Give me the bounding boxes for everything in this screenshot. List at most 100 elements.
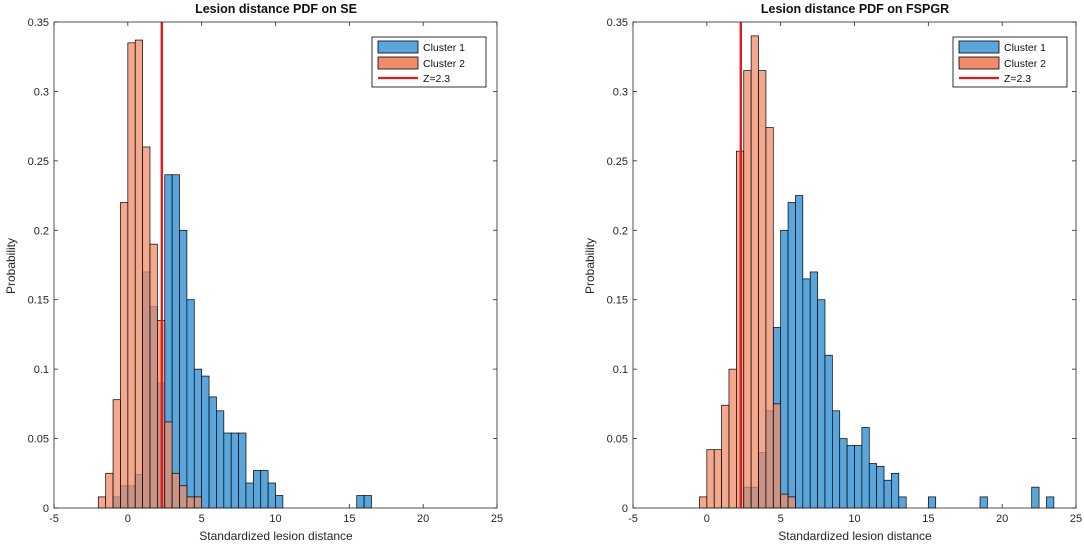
histogram-bar <box>927 496 937 509</box>
series-cluster-1 <box>743 195 1055 509</box>
histogram-bar <box>699 496 708 509</box>
y-tick-label: 0.3 <box>613 86 628 98</box>
x-tick-label: 5 <box>778 513 784 525</box>
x-tick-label: 0 <box>704 513 710 525</box>
histogram-bar <box>743 70 752 509</box>
histogram-bar <box>1046 496 1055 509</box>
x-tick-label: 10 <box>848 513 860 525</box>
histogram-bar <box>253 470 262 509</box>
x-tick-label: -5 <box>49 513 59 525</box>
histogram-bar <box>134 39 143 509</box>
y-axis-label: Probability <box>583 238 597 294</box>
legend-swatch-cluster-2 <box>377 56 419 70</box>
y-tick-label: 0.35 <box>607 17 628 29</box>
y-tick-label: 0.05 <box>28 434 49 446</box>
x-tick-label: 15 <box>922 513 934 525</box>
histogram-bar <box>795 195 804 509</box>
y-tick-label: 0.25 <box>28 156 49 168</box>
histogram-bar <box>275 495 284 509</box>
y-tick-label: 0 <box>622 503 628 515</box>
legend-swatch-cluster-2 <box>958 56 1000 70</box>
histogram-bar <box>149 243 158 509</box>
histogram-bar <box>193 368 203 509</box>
histogram-bar <box>979 496 988 509</box>
y-tick-label: 0.1 <box>34 364 49 376</box>
y-tick-label: 0 <box>43 503 49 515</box>
histogram-bar <box>127 42 136 509</box>
legend: Cluster 1 Cluster 2 Z=2.3 <box>371 36 487 88</box>
histogram-bar <box>817 299 826 509</box>
histogram-bar <box>120 202 129 509</box>
histogram-bar <box>105 472 114 509</box>
y-tick-label: 0.3 <box>34 86 49 98</box>
histogram-bar <box>713 449 722 509</box>
x-tick-label: 15 <box>343 513 355 525</box>
histogram-bar <box>839 438 848 509</box>
histogram-bar <box>780 493 789 509</box>
chart-se: Lesion distance PDF on SE Standardized l… <box>4 2 503 543</box>
histogram-bar <box>171 472 180 509</box>
histogram-bar <box>201 375 210 509</box>
legend-label-cluster-2: Cluster 2 <box>1004 58 1046 70</box>
x-tick-label: 25 <box>1070 513 1082 525</box>
histogram-bar <box>97 496 107 509</box>
histogram-bar <box>824 354 833 509</box>
histogram-bar <box>854 445 863 509</box>
legend-label-cluster-1: Cluster 1 <box>423 42 465 54</box>
histogram-bar <box>876 465 885 509</box>
histogram-bar <box>787 496 796 509</box>
histogram-bar <box>861 427 870 509</box>
legend-label-threshold: Z=2.3 <box>423 73 450 85</box>
histogram-bar <box>728 368 737 509</box>
y-tick-label: 0.2 <box>613 225 628 237</box>
x-tick-label: 20 <box>417 513 429 525</box>
legend-swatch-cluster-1 <box>377 40 419 54</box>
y-tick-label: 0.15 <box>28 295 49 307</box>
y-tick-label: 0.2 <box>34 225 49 237</box>
histogram-bar <box>260 470 269 509</box>
histogram-bar <box>193 496 203 509</box>
chart-title: Lesion distance PDF on FSPGR <box>761 2 949 16</box>
x-tick-label: -5 <box>628 513 638 525</box>
histogram-bar <box>1031 486 1040 509</box>
histogram-bar <box>186 496 195 509</box>
histogram-bar <box>765 127 774 509</box>
x-tick-label: 5 <box>199 513 205 525</box>
histogram-bar <box>780 229 789 509</box>
histogram-bar <box>721 404 730 509</box>
y-tick-label: 0.1 <box>613 364 628 376</box>
histogram-bar <box>164 421 173 509</box>
histogram-bar <box>356 495 365 509</box>
y-tick-label: 0.05 <box>607 434 628 446</box>
histogram-bar <box>363 495 372 509</box>
histogram-bar <box>802 278 811 509</box>
histogram-bar <box>179 485 188 509</box>
plot-area <box>633 22 1076 508</box>
y-tick-label: 0.25 <box>607 156 628 168</box>
histogram-bar <box>883 479 892 509</box>
x-tick-label: 10 <box>269 513 281 525</box>
histogram-bar <box>706 449 715 509</box>
x-tick-label: 25 <box>491 513 503 525</box>
x-tick-label: 0 <box>125 513 131 525</box>
legend-label-threshold: Z=2.3 <box>1004 73 1031 85</box>
histogram-bar <box>171 174 180 509</box>
histogram-bar <box>758 70 767 509</box>
x-axis-label: Standardized lesion distance <box>199 529 353 543</box>
histogram-bar <box>216 410 225 509</box>
chart-fspgr: Lesion distance PDF on FSPGR Standardize… <box>583 2 1082 543</box>
histogram-bar <box>179 229 188 509</box>
histogram-bar <box>112 399 121 509</box>
histogram-bar <box>772 403 782 509</box>
histogram-bar <box>809 271 818 509</box>
x-tick-label: 20 <box>996 513 1008 525</box>
histogram-bar <box>891 472 900 509</box>
histogram-bar <box>186 299 195 509</box>
histogram-bar <box>898 496 907 509</box>
legend-label-cluster-2: Cluster 2 <box>423 58 465 70</box>
y-axis-label: Probability <box>4 238 18 294</box>
histogram-bar <box>142 146 151 509</box>
histogram-bar <box>846 445 855 509</box>
histogram-bar <box>831 410 841 509</box>
